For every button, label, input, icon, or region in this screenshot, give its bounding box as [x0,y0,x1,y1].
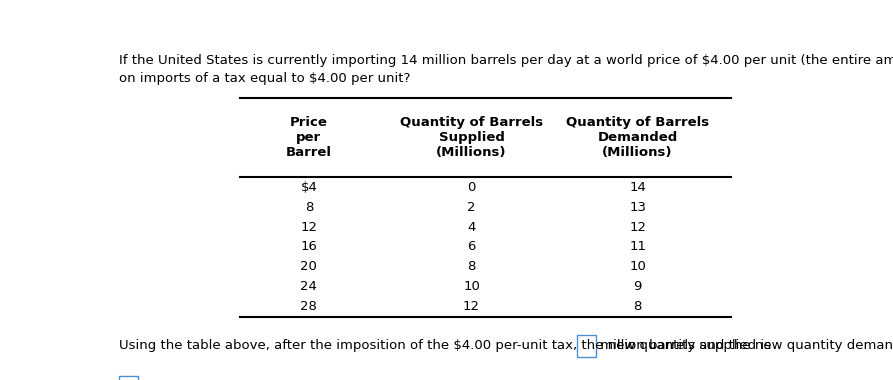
Text: million barrels and the new quantity demanded is: million barrels and the new quantity dem… [596,339,893,352]
Text: Using the table above, after the imposition of the $4.00 per-unit tax, the new q: Using the table above, after the imposit… [119,339,775,352]
Text: 6: 6 [467,241,476,253]
Text: 12: 12 [300,220,317,234]
Text: 24: 24 [300,280,317,293]
Text: 8: 8 [467,260,476,273]
Text: Quantity of Barrels
Supplied
(Millions): Quantity of Barrels Supplied (Millions) [400,116,543,159]
Text: 11: 11 [629,241,647,253]
Text: 8: 8 [305,201,313,214]
Text: 16: 16 [300,241,317,253]
Text: 12: 12 [629,220,647,234]
FancyBboxPatch shape [577,335,596,357]
Text: 28: 28 [300,300,317,313]
Text: If the United States is currently importing 14 million barrels per day at a worl: If the United States is currently import… [119,54,893,86]
Text: 14: 14 [630,181,646,194]
Text: Price
per
Barrel: Price per Barrel [286,116,332,159]
Text: $4: $4 [300,181,317,194]
Text: 13: 13 [629,201,647,214]
Text: 9: 9 [633,280,642,293]
Text: Quantity of Barrels
Demanded
(Millions): Quantity of Barrels Demanded (Millions) [566,116,709,159]
Text: 4: 4 [467,220,476,234]
Text: 10: 10 [630,260,646,273]
Text: 20: 20 [300,260,317,273]
FancyBboxPatch shape [119,376,138,380]
Text: 10: 10 [463,280,480,293]
Text: 2: 2 [467,201,476,214]
Text: 8: 8 [633,300,642,313]
Text: 12: 12 [463,300,480,313]
Text: 0: 0 [467,181,476,194]
